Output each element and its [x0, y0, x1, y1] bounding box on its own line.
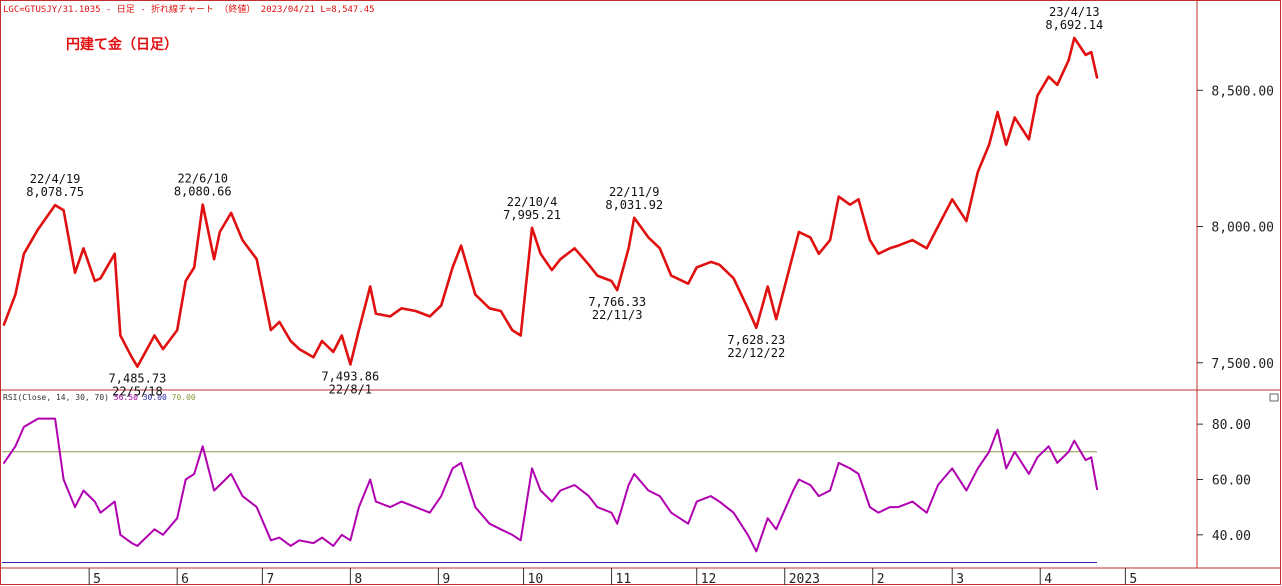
annotation-date: 22/5/18	[112, 385, 163, 399]
annotation-date: 22/12/22	[727, 346, 785, 360]
x-tick-label: 12	[701, 572, 717, 586]
x-tick-label: 5	[93, 572, 101, 586]
annotation-value: 8,031.92	[605, 198, 663, 212]
rsi-ytick-label: 80.00	[1212, 418, 1251, 433]
rsi-series-line	[3, 417, 1098, 553]
annotation-date: 22/6/10	[177, 172, 228, 186]
annotation-value: 7,493.86	[321, 369, 379, 383]
rsi-header: RSI(Close, 14, 30, 70) 56.50 30.00 70.00	[3, 393, 196, 402]
price-ytick-label: 7,500.00	[1211, 357, 1274, 372]
x-tick-label: 6	[181, 572, 189, 586]
symbol-header: LGC=GTUSJY/31.1035 - 日足 - 折れ線チャート （終値） 2…	[3, 5, 375, 15]
annotation-date: 23/4/13	[1049, 5, 1100, 19]
x-tick-label: 4	[1044, 572, 1052, 586]
price-series-line	[2, 36, 1099, 368]
annotation-date: 22/11/9	[609, 185, 660, 199]
x-tick-label: 2	[877, 572, 885, 586]
annotation-value: 8,080.66	[174, 185, 232, 199]
annotation-date: 22/10/4	[507, 195, 558, 209]
annotation-value: 7,766.33	[588, 295, 646, 309]
rsi-header-upper: 70.00	[171, 393, 196, 402]
rsi-ytick-label: 60.00	[1212, 473, 1251, 488]
rsi-header-lower: 30.00	[142, 393, 167, 402]
annotation-value: 7,995.21	[503, 208, 561, 222]
annotation-date: 22/4/19	[30, 172, 81, 186]
annotation-value: 8,078.75	[26, 185, 84, 199]
annotation-value: 7,485.73	[109, 372, 167, 386]
x-tick-label: 2023	[789, 572, 820, 586]
chart-title: 円建て金（日足）	[66, 37, 178, 53]
x-tick-label: 9	[442, 572, 450, 586]
x-tick-label: 3	[956, 572, 964, 586]
x-tick-label: 8	[354, 572, 362, 586]
x-tick-label: 11	[616, 572, 632, 586]
annotation-value: 7,628.23	[727, 333, 785, 347]
annotation-date: 22/11/3	[592, 308, 643, 322]
rsi-header-current: 56.50	[113, 393, 138, 402]
annotation-date: 22/8/1	[329, 382, 372, 396]
x-tick-label: 10	[528, 572, 544, 586]
price-ytick-label: 8,000.00	[1211, 221, 1274, 236]
annotation-value: 8,692.14	[1045, 18, 1103, 32]
x-tick-label: 7	[266, 572, 274, 586]
price-ytick-label: 8,500.00	[1211, 84, 1274, 99]
rsi-header-label: RSI(Close, 14, 30, 70)	[3, 393, 109, 402]
x-tick-label: 5	[1129, 572, 1137, 586]
rsi-ytick-label: 40.00	[1212, 529, 1251, 544]
rsi-panel-handle-icon	[1269, 393, 1279, 402]
